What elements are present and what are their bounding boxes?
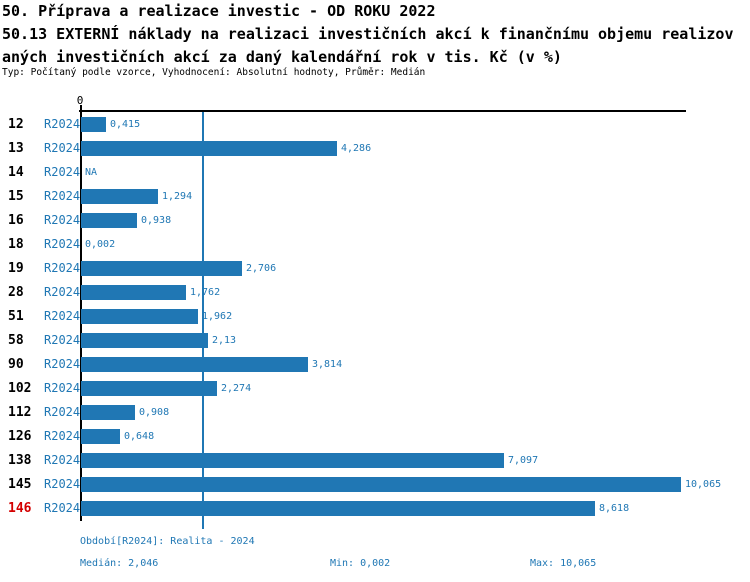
axis-top-line (79, 110, 686, 112)
page-title-line3: aných investičních akcí za daný kalendář… (2, 48, 562, 66)
footer-max-value: Max: 10,065 (530, 558, 597, 569)
row-period-label: R2024 (44, 381, 81, 395)
bar-value-label: 0,938 (141, 215, 172, 226)
row-id-label: 126 (8, 429, 32, 444)
bar-value-label: 7,097 (508, 455, 539, 466)
bar-value-label: 0,002 (85, 239, 116, 250)
row-period-label: R2024 (44, 285, 81, 299)
value-bar (81, 453, 504, 468)
row-period-label: R2024 (44, 453, 81, 467)
value-bar (81, 117, 106, 132)
value-bar (81, 333, 208, 348)
row-id-label: 28 (8, 285, 24, 300)
value-bar (81, 213, 137, 228)
bar-value-label: 0,648 (124, 431, 155, 442)
bar-value-label: 2,274 (221, 383, 252, 394)
bar-value-label: 4,286 (341, 143, 372, 154)
bar-value-label: 2,706 (246, 263, 277, 274)
row-id-label: 16 (8, 213, 24, 228)
row-period-label: R2024 (44, 213, 81, 227)
value-bar (81, 141, 337, 156)
row-id-label: 51 (8, 309, 24, 324)
value-bar (81, 405, 135, 420)
footer-min-value: Min: 0,002 (330, 558, 391, 569)
value-bar (81, 429, 120, 444)
bar-value-label: 1,762 (190, 287, 221, 298)
footer-median-value: Medián: 2,046 (80, 558, 159, 569)
page-title-line1: 50. Příprava a realizace investic - OD R… (2, 2, 436, 20)
row-id-label: 138 (8, 453, 32, 468)
row-id-label: 90 (8, 357, 24, 372)
row-id-label: 15 (8, 189, 24, 204)
row-period-label: R2024 (44, 165, 81, 179)
row-period-label: R2024 (44, 477, 81, 491)
row-id-label: 19 (8, 261, 24, 276)
bar-value-label: 10,065 (685, 479, 722, 490)
bar-value-label: 3,814 (312, 359, 343, 370)
row-period-label: R2024 (44, 333, 81, 347)
row-period-label: R2024 (44, 189, 81, 203)
row-period-label: R2024 (44, 405, 81, 419)
bar-value-label: 8,618 (599, 503, 630, 514)
value-bar (81, 381, 217, 396)
bar-value-label: 1,294 (162, 191, 193, 202)
row-id-label: 102 (8, 381, 32, 396)
row-period-label: R2024 (44, 237, 81, 251)
row-id-label: 112 (8, 405, 32, 420)
row-period-label: R2024 (44, 261, 81, 275)
row-id-label: 14 (8, 165, 24, 180)
median-reference-line (202, 112, 204, 529)
row-period-label: R2024 (44, 357, 81, 371)
value-bar (81, 357, 308, 372)
page-title-line2: 50.13 EXTERNÍ náklady na realizaci inves… (2, 25, 734, 43)
axis-zero-label: 0 (76, 94, 84, 107)
value-bar (81, 309, 198, 324)
axis-zero-tick (80, 105, 82, 110)
footer-period-info: Období[R2024]: Realita - 2024 (80, 536, 255, 547)
bar-value-label: 2,13 (212, 335, 237, 346)
value-bar (81, 501, 595, 516)
value-bar (81, 189, 158, 204)
bar-value-label: 1,962 (202, 311, 233, 322)
row-id-label: 18 (8, 237, 24, 252)
value-bar (81, 285, 186, 300)
bar-value-label: NA (85, 167, 98, 178)
row-id-label: 12 (8, 117, 24, 132)
row-id-label: 13 (8, 141, 24, 156)
row-id-label: 146 (8, 501, 32, 516)
value-bar (81, 477, 681, 492)
row-period-label: R2024 (44, 141, 81, 155)
value-bar (81, 261, 242, 276)
row-id-label: 145 (8, 477, 32, 492)
row-period-label: R2024 (44, 117, 81, 131)
chart-meta-line: Typ: Počítaný podle vzorce, Vyhodnocení:… (2, 67, 426, 78)
row-period-label: R2024 (44, 501, 81, 515)
row-period-label: R2024 (44, 309, 81, 323)
bar-value-label: 0,908 (139, 407, 170, 418)
row-period-label: R2024 (44, 429, 81, 443)
bar-value-label: 0,415 (110, 119, 141, 130)
row-id-label: 58 (8, 333, 24, 348)
